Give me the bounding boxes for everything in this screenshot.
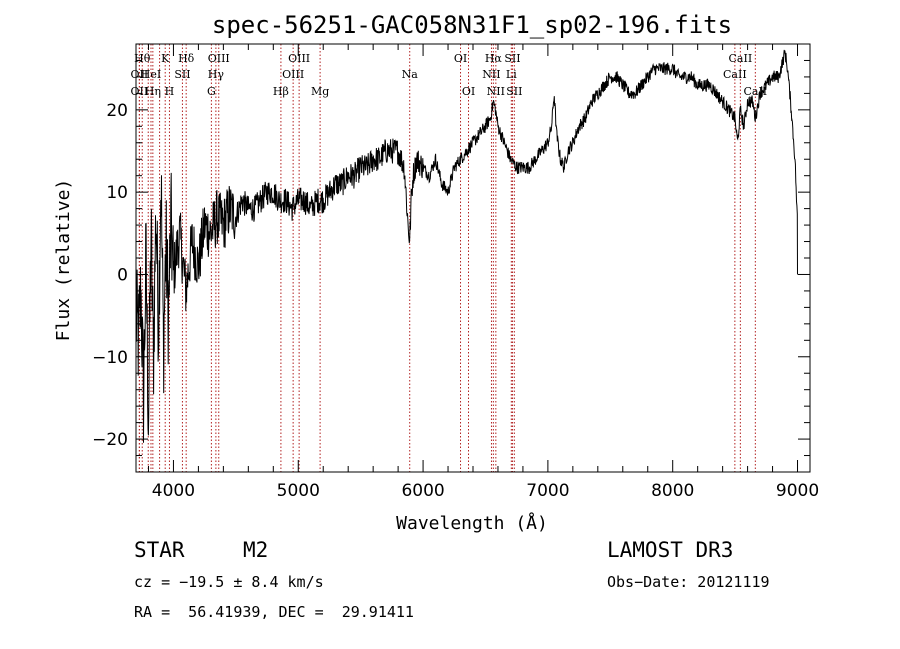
spectral-line-label: NII bbox=[487, 85, 505, 98]
spectral-line-label: Li bbox=[506, 68, 517, 81]
spectral-line-label: Hγ bbox=[208, 68, 225, 81]
observation-date: Obs−Date: 20121119 bbox=[607, 573, 770, 591]
chart-title: spec-56251-GAC058N31F1_sp02-196.fits bbox=[212, 11, 732, 39]
spectral-line-label: SII bbox=[506, 85, 522, 98]
spectral-line-label: H bbox=[165, 85, 175, 98]
spectral-line-label: OII bbox=[131, 85, 149, 98]
spectral-line-markers bbox=[138, 44, 756, 472]
spectral-line-label: CaII bbox=[729, 52, 753, 65]
x-tick-label: 7000 bbox=[526, 481, 569, 501]
spectral-line-label: G bbox=[207, 85, 216, 98]
spectral-line-label: NII bbox=[482, 68, 500, 81]
y-tick-label: 20 bbox=[106, 101, 128, 121]
object-subclass: M2 bbox=[243, 538, 269, 562]
spectral-line-label: OII bbox=[131, 68, 149, 81]
spectral-line-label: Hδ bbox=[178, 52, 195, 65]
y-tick-label: −10 bbox=[92, 348, 128, 368]
x-tick-label: 9000 bbox=[776, 481, 819, 501]
survey-name: LAMOST DR3 bbox=[607, 538, 734, 562]
sky-coordinates: RA = 56.41939, DEC = 29.91411 bbox=[134, 603, 414, 621]
spectral-line-label: OIII bbox=[282, 68, 304, 81]
spectral-line-label: Hθ bbox=[134, 52, 151, 65]
spectral-line-label: SII bbox=[174, 68, 190, 81]
spectral-line-label: SII bbox=[504, 52, 520, 65]
y-axis-label: Flux (relative) bbox=[53, 179, 74, 342]
spectral-line-label: OI bbox=[454, 52, 467, 65]
y-tick-label: 10 bbox=[106, 183, 128, 203]
object-class: STAR bbox=[134, 538, 185, 562]
redshift-velocity: cz = −19.5 ± 8.4 km/s bbox=[134, 573, 324, 591]
axis-ticks: 4000 5000 6000 7000 8000 9000 −20 −10 0 10 20 bbox=[92, 43, 819, 501]
spectral-line-label: K bbox=[161, 52, 170, 65]
flux-series-line bbox=[135, 49, 798, 443]
spectral-line-label: CaII bbox=[723, 68, 747, 81]
x-tick-label: 6000 bbox=[401, 481, 444, 501]
spectral-line-label: OI bbox=[462, 85, 475, 98]
x-tick-label: 4000 bbox=[152, 481, 195, 501]
spectral-line-label: OIII bbox=[208, 52, 230, 65]
spectral-line-label: HeI bbox=[141, 68, 161, 81]
spectral-line-label: Na bbox=[402, 68, 419, 81]
spectral-line-label: Hβ bbox=[273, 85, 289, 98]
spectral-line-labels: HθOIIOIIHeIHηKHSIIHδGHγOIIIHβOIIIOIIIMgN… bbox=[131, 52, 768, 98]
spectral-line-label: OIII bbox=[288, 52, 310, 65]
y-tick-label: −20 bbox=[92, 430, 128, 450]
plot-frame bbox=[135, 43, 811, 473]
x-tick-label: 5000 bbox=[277, 481, 320, 501]
spectral-line-label: Mg bbox=[311, 85, 329, 98]
x-tick-label: 8000 bbox=[651, 481, 694, 501]
x-axis-label: Wavelength (Å) bbox=[396, 512, 548, 534]
y-tick-label: 0 bbox=[117, 265, 128, 285]
spectral-line-label: Hα bbox=[485, 52, 503, 65]
spectral-line-label: Hη bbox=[145, 85, 161, 98]
